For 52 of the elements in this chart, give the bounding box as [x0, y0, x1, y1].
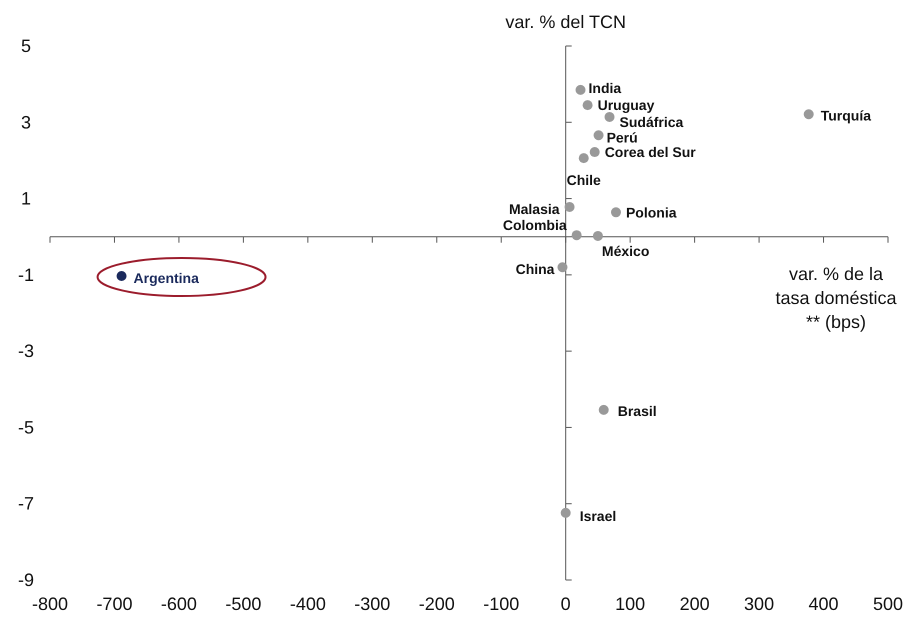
x-tick-label: 500 [872, 594, 904, 614]
annotation: Chile [566, 172, 602, 188]
x-tick-label: -100 [483, 594, 520, 614]
annotation: Corea del Sur [604, 144, 696, 160]
x-tick-label: -200 [418, 594, 455, 614]
annotation: Uruguay [598, 97, 655, 114]
point [610, 207, 621, 218]
point [560, 508, 571, 518]
y-tick-label: 5 [20, 36, 32, 56]
x-tick-label: 0 [560, 594, 571, 614]
point [116, 271, 127, 281]
point [598, 404, 609, 415]
annotation: Israel [580, 508, 616, 524]
x-tick-label: -300 [354, 594, 390, 614]
x-tick-label: 100 [615, 594, 646, 614]
annotation: Polonia [626, 204, 677, 220]
x-tick-label: 300 [744, 594, 774, 614]
point [804, 109, 814, 120]
annotation: India [588, 80, 622, 96]
x-tick-label: -600 [160, 594, 197, 614]
y-tick-label: -5 [18, 417, 34, 438]
y-tick-label: 3 [20, 112, 32, 132]
x-tick-label: 400 [808, 594, 839, 614]
point [576, 84, 586, 95]
x-tick-label: 200 [680, 594, 710, 614]
point [557, 262, 568, 272]
y-tick-label: 1 [20, 188, 32, 209]
annotation: China [516, 261, 555, 278]
y-tick-label: -1 [18, 264, 34, 285]
point [590, 147, 600, 158]
point [564, 202, 575, 212]
y-tick-label: -9 [18, 570, 34, 590]
x-tick-label: -700 [96, 594, 132, 614]
annotation: Turquía [820, 107, 872, 124]
x-tick-label: -800 [32, 594, 68, 614]
y-tick-label: -3 [18, 341, 34, 362]
point [572, 230, 582, 240]
y-axis-title: var. % del TCN [505, 12, 626, 32]
annotation: Perú [606, 129, 638, 146]
point [594, 130, 604, 140]
x-tick-label: -400 [290, 594, 326, 614]
point [578, 153, 589, 164]
point [592, 230, 603, 241]
annotation: Sudáfrica [620, 114, 684, 130]
point [582, 100, 593, 110]
annotation: Brasil [618, 402, 657, 419]
annotation: Argentina [134, 270, 200, 286]
y-tick-label: -7 [18, 494, 34, 514]
annotation: México [602, 242, 650, 259]
annotation: Malasia [508, 200, 560, 217]
x-axis-title: var. % de la tasa doméstica ** (bps) [775, 264, 898, 332]
x-tick-label: -500 [225, 594, 262, 614]
